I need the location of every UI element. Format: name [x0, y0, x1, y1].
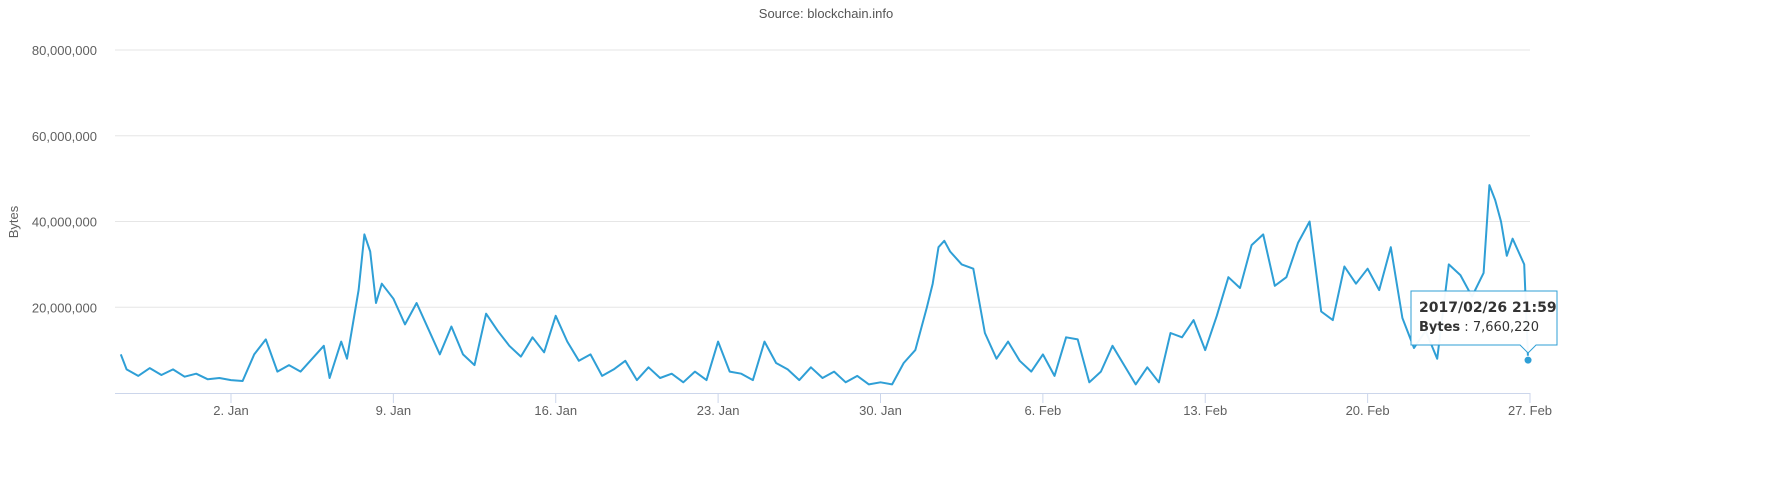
- series-group: [119, 184, 1530, 386]
- tooltip-value: 7,660,220: [1473, 320, 1539, 335]
- y-tick-label: 80,000,000: [32, 43, 97, 58]
- tooltip-separator: :: [1464, 320, 1473, 335]
- chart-subtitle: Source: blockchain.info: [759, 6, 893, 21]
- x-tick-label: 16. Jan: [534, 403, 577, 418]
- y-tick-label: 60,000,000: [32, 129, 97, 144]
- tooltip: 2017/02/26 21:59 Bytes : 7,660,220: [1410, 290, 1558, 365]
- x-tick-label: 13. Feb: [1183, 403, 1227, 418]
- x-tick-label: 23. Jan: [697, 403, 740, 418]
- tooltip-line: Bytes : 7,660,220: [1419, 320, 1539, 335]
- x-tick-label: 20. Feb: [1346, 403, 1390, 418]
- x-tick-label: 6. Feb: [1024, 403, 1061, 418]
- tooltip-title: 2017/02/26 21:59: [1419, 300, 1557, 316]
- tooltip-box: [1410, 290, 1558, 354]
- series-line: [119, 184, 1530, 386]
- y-axis-title: Bytes: [6, 205, 21, 238]
- grid-lines: [115, 49, 1530, 308]
- y-tick-label: 20,000,000: [32, 300, 97, 315]
- tooltip-marker: [1523, 355, 1533, 365]
- x-tick-label: 30. Jan: [859, 403, 902, 418]
- y-axis-ticks: 20,000,000 40,000,000 60,000,000 80,000,000: [32, 43, 97, 315]
- tooltip-label: Bytes: [1419, 320, 1460, 335]
- x-tick-label: 9. Jan: [376, 403, 411, 418]
- x-axis-ticks: 2. Jan 9. Jan 16. Jan 23. Jan 30. Jan 6. Feb 1…: [213, 393, 1552, 418]
- x-tick-label: 2. Jan: [213, 403, 248, 418]
- x-tick-label: 27. Feb: [1508, 403, 1552, 418]
- y-tick-label: 40,000,000: [32, 215, 97, 230]
